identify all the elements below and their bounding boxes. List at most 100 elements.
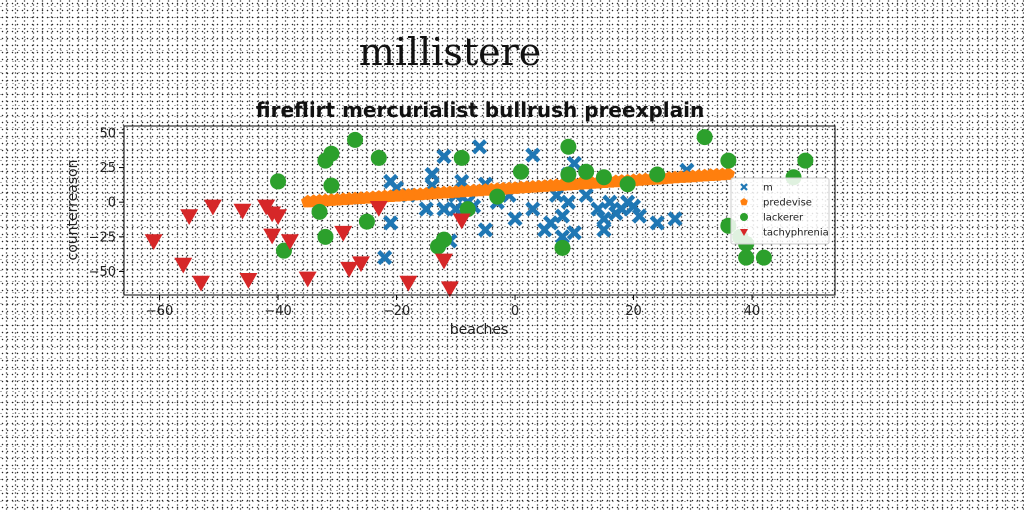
plot-frame bbox=[123, 125, 836, 296]
point-tachyphrenia-17 bbox=[399, 275, 418, 292]
point-lackerer-17 bbox=[560, 138, 577, 155]
point-m-34 bbox=[590, 201, 606, 217]
legend-label-lackerer: lackerer bbox=[763, 213, 804, 224]
point-m-25 bbox=[543, 215, 559, 231]
point-lackerer-29 bbox=[755, 249, 772, 266]
legend-label-predevise: predevise bbox=[763, 198, 812, 209]
chart-legend: m predevise lackerer tachyphrenia bbox=[730, 177, 830, 245]
x-axis-label: beaches bbox=[450, 322, 509, 338]
point-lackerer-5 bbox=[323, 145, 340, 162]
point-m-23 bbox=[525, 147, 541, 163]
point-lackerer-20 bbox=[595, 169, 612, 186]
point-lackerer-28 bbox=[738, 249, 755, 266]
point-lackerer-14 bbox=[489, 188, 506, 205]
point-lackerer-6 bbox=[323, 177, 340, 194]
point-lackerer-24 bbox=[720, 152, 737, 169]
point-m-44 bbox=[667, 211, 683, 227]
x-tick-label: −60 bbox=[146, 304, 173, 319]
point-tachyphrenia-3 bbox=[192, 275, 211, 292]
x-tick-label: −40 bbox=[264, 304, 291, 319]
point-lackerer-23 bbox=[696, 129, 713, 146]
point-tachyphrenia-12 bbox=[298, 271, 317, 288]
point-tachyphrenia-18 bbox=[434, 253, 453, 270]
point-m-27 bbox=[554, 208, 571, 224]
point-lackerer-0 bbox=[270, 173, 287, 190]
point-m-43 bbox=[649, 215, 665, 231]
point-m-5 bbox=[418, 201, 434, 217]
point-m-21 bbox=[507, 211, 523, 227]
legend-marker-m bbox=[740, 183, 748, 191]
legend-label-tachyphrenia: tachyphrenia bbox=[763, 228, 829, 239]
point-lackerer-22 bbox=[649, 166, 666, 183]
y-tick-label: −50 bbox=[89, 265, 116, 280]
y-tick-label: 50 bbox=[99, 126, 116, 141]
y-axis-label: counterreason bbox=[65, 160, 81, 261]
point-lackerer-21 bbox=[619, 176, 636, 193]
point-lackerer-1 bbox=[275, 242, 292, 259]
point-tachyphrenia-6 bbox=[239, 273, 258, 289]
point-tachyphrenia-5 bbox=[233, 203, 252, 220]
x-tick-label: 20 bbox=[625, 304, 642, 319]
point-m-1 bbox=[383, 215, 399, 231]
point-tachyphrenia-2 bbox=[180, 209, 199, 226]
series-m bbox=[377, 139, 695, 266]
point-m-9 bbox=[436, 201, 452, 217]
point-m-28 bbox=[554, 229, 571, 245]
legend-box bbox=[730, 177, 830, 245]
y-tick-label: 0 bbox=[108, 196, 116, 211]
point-m-41 bbox=[625, 198, 642, 214]
point-tachyphrenia-19 bbox=[440, 281, 459, 298]
point-lackerer-11 bbox=[435, 231, 452, 248]
point-tachyphrenia-11 bbox=[280, 234, 299, 250]
point-lackerer-16 bbox=[554, 239, 571, 256]
point-lackerer-19 bbox=[578, 163, 595, 180]
y-tick-label: −25 bbox=[89, 230, 116, 245]
point-m-33 bbox=[578, 187, 594, 203]
point-tachyphrenia-14 bbox=[340, 261, 359, 278]
point-tachyphrenia-9 bbox=[263, 228, 282, 245]
x-tick-label: 0 bbox=[511, 304, 519, 319]
point-lackerer-13 bbox=[453, 149, 470, 166]
point-lackerer-4 bbox=[317, 228, 334, 245]
point-tachyphrenia-0 bbox=[144, 234, 163, 250]
point-lackerer-8 bbox=[358, 213, 375, 230]
legend-label-m: m bbox=[763, 183, 773, 194]
point-m-7 bbox=[424, 166, 440, 183]
point-m-8 bbox=[436, 148, 452, 165]
point-tachyphrenia-10 bbox=[269, 209, 288, 226]
page-title: millistere bbox=[358, 30, 542, 74]
chart-marks bbox=[144, 129, 814, 298]
point-lackerer-7 bbox=[347, 131, 364, 148]
point-lackerer-15 bbox=[512, 163, 529, 180]
point-tachyphrenia-13 bbox=[334, 225, 353, 242]
x-tick-label: −20 bbox=[383, 304, 410, 319]
legend-marker-predevise bbox=[740, 198, 748, 206]
x-tick-label: 40 bbox=[744, 304, 761, 319]
point-lackerer-9 bbox=[370, 149, 387, 166]
point-m-37 bbox=[602, 194, 618, 210]
point-predevise-71 bbox=[721, 167, 735, 180]
point-tachyphrenia-4 bbox=[203, 199, 222, 216]
point-lackerer-18 bbox=[560, 166, 577, 183]
axis-ticks: −60 −40 −20 0 20 40 −50 −25 0 25 50 bbox=[89, 126, 761, 319]
point-lackerer-12 bbox=[459, 201, 476, 218]
point-tachyphrenia-16 bbox=[369, 200, 388, 217]
point-m-11 bbox=[448, 201, 464, 217]
point-m-29 bbox=[560, 194, 576, 210]
point-lackerer-2 bbox=[311, 203, 328, 220]
point-m-17 bbox=[477, 222, 493, 238]
point-m-36 bbox=[596, 222, 612, 238]
point-m-13 bbox=[454, 173, 470, 189]
point-m-42 bbox=[631, 208, 648, 224]
point-m-31 bbox=[566, 225, 582, 241]
point-m-16 bbox=[471, 139, 488, 155]
point-tachyphrenia-15 bbox=[352, 256, 370, 273]
series-tachyphrenia bbox=[144, 199, 471, 298]
legend-marker-lackerer bbox=[740, 213, 748, 221]
point-tachyphrenia-1 bbox=[174, 257, 193, 274]
chart-title: fireflirt mercurialist bullrush preexpla… bbox=[256, 98, 704, 122]
legend-marker-tachyphrenia bbox=[740, 229, 748, 236]
point-m-0 bbox=[377, 250, 393, 266]
y-tick-label: 25 bbox=[99, 161, 116, 176]
